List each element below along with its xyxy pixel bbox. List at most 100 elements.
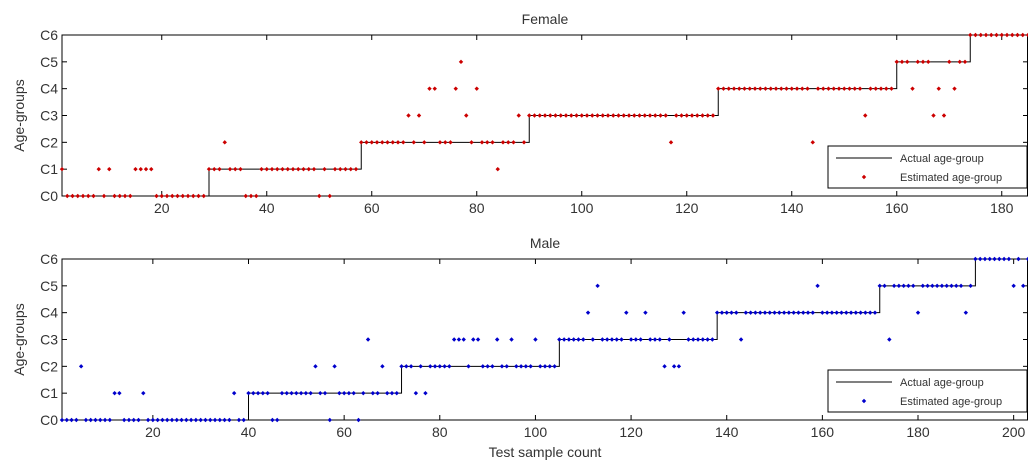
estimated-point [638, 337, 643, 342]
estimated-point [857, 86, 863, 91]
estimated-point [987, 256, 992, 262]
estimated-point [98, 417, 103, 423]
estimated-point [212, 166, 217, 172]
estimated-point [83, 417, 89, 423]
estimated-point [548, 113, 553, 118]
estimated-point [254, 193, 259, 199]
estimated-point [957, 59, 962, 65]
estimated-point [338, 166, 343, 172]
estimated-point [642, 113, 647, 118]
estimated-point [270, 417, 275, 423]
estimated-point [590, 113, 595, 118]
estimated-point [786, 310, 792, 315]
estimated-point [413, 390, 419, 396]
estimated-point [356, 417, 361, 423]
estimated-point [852, 86, 857, 91]
estimated-point [1015, 32, 1020, 38]
estimated-point [206, 166, 212, 172]
estimated-point [1025, 256, 1028, 262]
estimated-point [884, 86, 889, 91]
estimated-point [762, 310, 768, 315]
estimated-point [485, 140, 490, 145]
estimated-point [848, 310, 854, 315]
legend-box [827, 145, 1028, 189]
estimated-point [681, 310, 686, 315]
estimated-point [474, 86, 479, 91]
estimated-point [585, 310, 591, 315]
estimated-point [443, 140, 448, 145]
legend-label-actual: Actual age-group [900, 153, 984, 165]
estimated-point [458, 59, 464, 65]
estimated-point [547, 364, 552, 369]
estimated-point [721, 86, 726, 91]
estimated-point [538, 364, 543, 369]
estimated-point [763, 86, 768, 91]
x-tick-label: 200 [1002, 424, 1026, 440]
estimated-point [385, 140, 390, 145]
y-tick-label: C5 [40, 278, 58, 294]
estimated-point [784, 86, 789, 91]
estimated-point [150, 417, 156, 423]
estimated-point [628, 337, 634, 342]
estimated-point [313, 364, 318, 369]
estimated-point [490, 364, 495, 369]
estimated-point [327, 193, 332, 199]
estimated-point [839, 310, 844, 315]
estimated-point [437, 364, 442, 369]
estimated-point [710, 337, 715, 342]
estimated-point [863, 113, 868, 118]
estimated-point [74, 417, 79, 423]
estimated-point [59, 166, 65, 172]
x-tick-label: 160 [885, 200, 909, 216]
estimated-point [700, 113, 705, 118]
estimated-point [757, 310, 763, 315]
x-tick-label: 160 [811, 424, 835, 440]
estimated-point [285, 166, 290, 172]
estimated-point [604, 337, 610, 342]
estimated-point [196, 193, 201, 199]
estimated-point [365, 337, 371, 342]
estimated-point [480, 364, 486, 369]
estimated-point [626, 113, 632, 118]
estimated-point [506, 140, 511, 145]
estimated-point [977, 256, 983, 262]
x-tick-label: 120 [675, 200, 699, 216]
estimated-point [59, 417, 65, 423]
estimated-point [877, 283, 882, 289]
estimated-point [370, 390, 376, 396]
estimated-point [521, 140, 527, 145]
estimated-point [958, 283, 964, 289]
estimated-point [479, 140, 485, 145]
legend: Actual age-group Estimated age-group [827, 145, 1028, 189]
estimated-point [653, 113, 658, 118]
estimated-point [810, 140, 815, 145]
estimated-point [853, 310, 859, 315]
estimated-point [427, 86, 432, 91]
estimated-point [1020, 32, 1025, 38]
estimated-point [899, 59, 905, 65]
estimated-point [836, 86, 842, 91]
estimated-point [384, 390, 390, 396]
estimated-point [485, 364, 490, 369]
estimated-point [499, 364, 505, 369]
panel-title: Male [530, 235, 561, 251]
estimated-point [466, 364, 471, 369]
estimated-point [758, 86, 763, 91]
estimated-point [191, 193, 196, 199]
estimated-point [179, 417, 184, 423]
estimated-point [590, 337, 596, 342]
estimated-point [658, 113, 663, 118]
estimated-point [926, 59, 931, 65]
estimated-point [136, 417, 141, 423]
estimated-point [738, 337, 744, 342]
estimated-point [233, 166, 238, 172]
panel-title: Female [522, 11, 569, 27]
estimated-point [308, 390, 313, 396]
x-tick-label: 80 [469, 200, 485, 216]
estimated-point [294, 390, 299, 396]
x-tick-label: 20 [145, 424, 161, 440]
estimated-point [676, 364, 682, 369]
estimated-point [296, 166, 301, 172]
estimated-point [102, 417, 108, 423]
estimated-point [939, 283, 945, 289]
